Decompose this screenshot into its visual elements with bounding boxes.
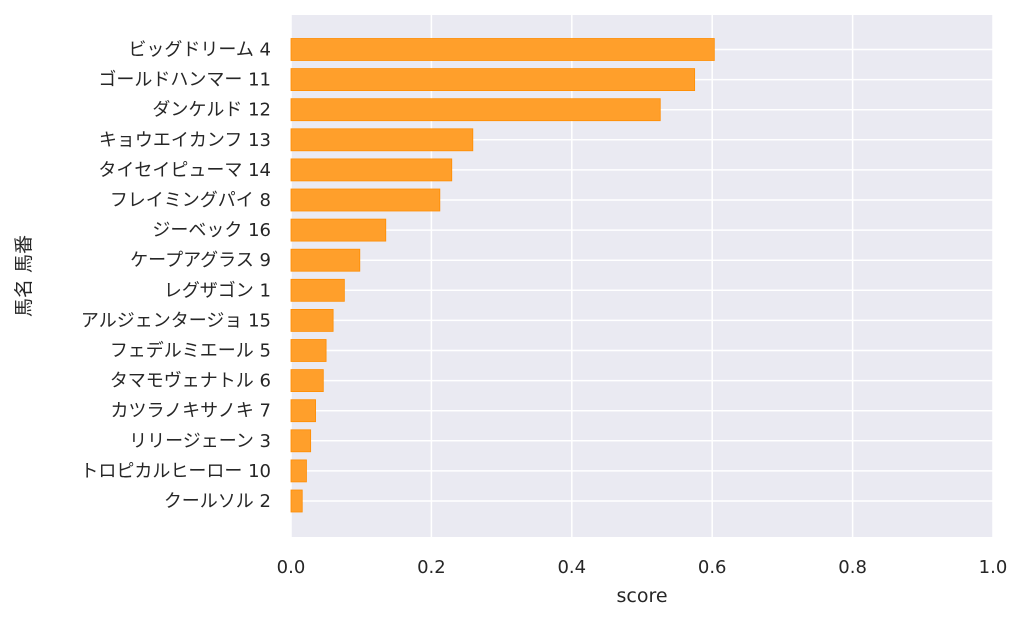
y-tick-label: ダンケルド 12 bbox=[152, 100, 271, 121]
y-tick-labels: ビッグドリーム 4 ゴールドハンマー 11 ダンケルド 12 キョウエイカンフ 13 タ… bbox=[80, 40, 271, 513]
bar bbox=[290, 158, 453, 182]
y-axis-label: 馬名 馬番 bbox=[13, 235, 35, 317]
y-tick-label: ケープアグラス 9 bbox=[130, 250, 271, 271]
bar bbox=[290, 429, 312, 453]
bar bbox=[290, 68, 696, 91]
bar bbox=[290, 459, 307, 483]
bar bbox=[290, 339, 327, 362]
x-tick-label: 0.0 bbox=[277, 557, 306, 578]
y-tick-label: タイセイピューマ 14 bbox=[98, 160, 271, 181]
bar bbox=[290, 278, 345, 302]
x-tick-labels: 0.0 0.2 0.4 0.6 0.8 1.0 bbox=[277, 557, 1008, 578]
y-tick-label: フレイミングパイ 8 bbox=[110, 190, 271, 211]
bar bbox=[290, 38, 715, 61]
x-tick-label: 0.6 bbox=[698, 557, 727, 578]
bars bbox=[290, 38, 715, 513]
x-axis-label: score bbox=[616, 585, 667, 607]
y-tick-label: キョウエイカンフ 13 bbox=[99, 130, 271, 151]
y-tick-label: クールソル 2 bbox=[164, 491, 271, 512]
y-tick-label: カツラノキサノキ 7 bbox=[111, 401, 271, 422]
bar bbox=[290, 308, 334, 332]
y-tick-label: レグザゴン 1 bbox=[164, 280, 271, 301]
x-tick-label: 0.2 bbox=[417, 557, 446, 578]
bar bbox=[290, 218, 387, 242]
bar bbox=[290, 188, 441, 212]
y-tick-label: アルジェンタージョ 15 bbox=[81, 310, 271, 331]
bar bbox=[290, 98, 661, 122]
y-tick-label: タマモヴェナトル 6 bbox=[110, 371, 271, 392]
y-tick-label: リリージェーン 3 bbox=[129, 431, 271, 452]
bar bbox=[290, 489, 303, 513]
x-tick-label: 1.0 bbox=[979, 557, 1008, 578]
bar bbox=[290, 369, 324, 393]
x-tick-label: 0.8 bbox=[838, 557, 867, 578]
y-tick-label: ゴールドハンマー 11 bbox=[98, 70, 271, 91]
y-tick-label: ジーベック 16 bbox=[152, 220, 271, 241]
bar bbox=[290, 128, 474, 152]
y-tick-label: フェデルミエール 5 bbox=[110, 341, 271, 362]
y-tick-label: トロピカルヒーロー 10 bbox=[80, 461, 271, 482]
plot-background bbox=[291, 15, 993, 537]
y-tick-label: ビッグドリーム 4 bbox=[128, 40, 271, 61]
x-tick-label: 0.4 bbox=[557, 557, 586, 578]
bar bbox=[290, 248, 361, 272]
bar bbox=[290, 399, 316, 423]
